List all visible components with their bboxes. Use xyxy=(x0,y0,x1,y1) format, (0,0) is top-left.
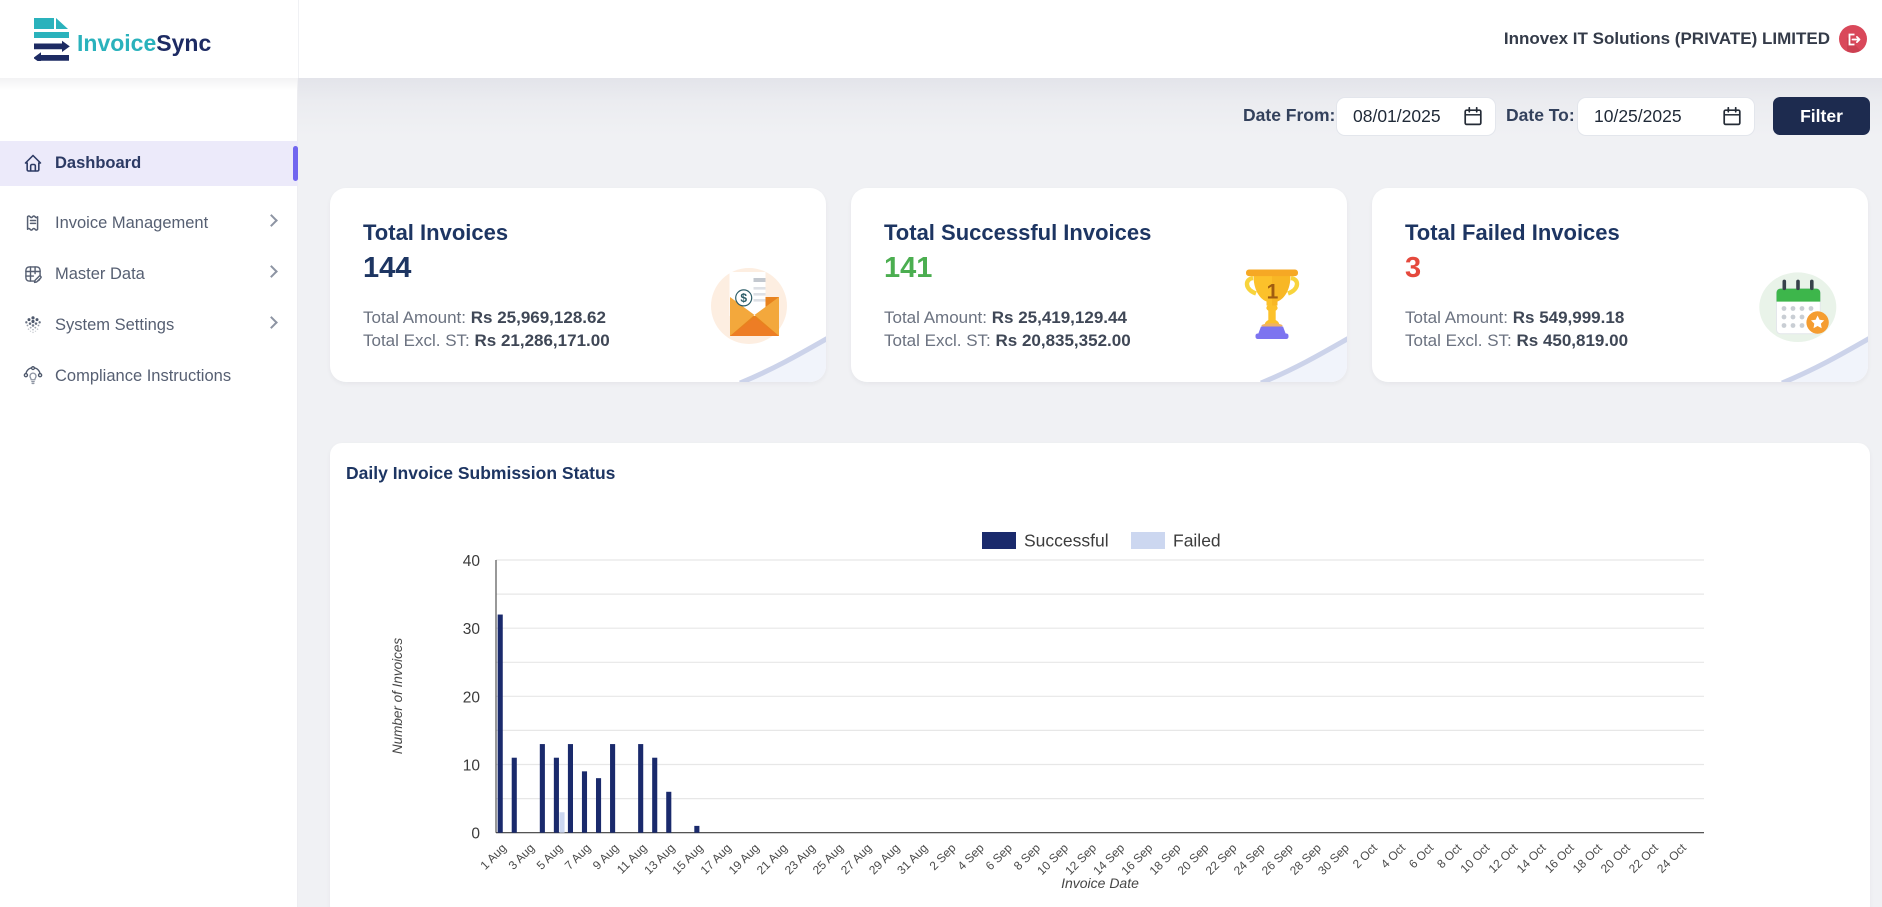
svg-text:21 Aug: 21 Aug xyxy=(754,841,790,877)
svg-text:3 Aug: 3 Aug xyxy=(506,841,538,873)
svg-text:16 Oct: 16 Oct xyxy=(1542,840,1577,875)
svg-text:22 Oct: 22 Oct xyxy=(1626,840,1661,875)
svg-text:4 Oct: 4 Oct xyxy=(1378,840,1409,871)
svg-text:5 Aug: 5 Aug xyxy=(534,841,566,873)
svg-text:24 Oct: 24 Oct xyxy=(1654,840,1689,875)
svg-text:19 Aug: 19 Aug xyxy=(726,841,762,877)
svg-text:20 Oct: 20 Oct xyxy=(1598,840,1633,875)
svg-text:12 Oct: 12 Oct xyxy=(1486,840,1521,875)
svg-text:0: 0 xyxy=(471,826,480,843)
svg-text:13 Aug: 13 Aug xyxy=(641,841,677,877)
svg-text:20: 20 xyxy=(463,689,481,706)
svg-text:17 Aug: 17 Aug xyxy=(698,841,734,877)
svg-text:Number of Invoices: Number of Invoices xyxy=(390,638,405,755)
svg-text:30 Sep: 30 Sep xyxy=(1315,841,1352,878)
svg-text:2 Sep: 2 Sep xyxy=(927,841,959,873)
svg-text:Failed: Failed xyxy=(1173,531,1221,551)
svg-text:4 Sep: 4 Sep xyxy=(955,841,987,873)
svg-text:$: $ xyxy=(740,291,747,305)
svg-text:1: 1 xyxy=(1267,281,1279,304)
svg-text:6 Sep: 6 Sep xyxy=(983,841,1015,873)
svg-text:6 Oct: 6 Oct xyxy=(1406,840,1437,871)
svg-text:30: 30 xyxy=(463,621,481,638)
svg-text:1 Aug: 1 Aug xyxy=(478,841,510,873)
svg-text:InvoiceSync: InvoiceSync xyxy=(77,30,211,56)
svg-text:18 Oct: 18 Oct xyxy=(1570,840,1605,875)
svg-text:40: 40 xyxy=(463,553,481,570)
svg-text:14 Oct: 14 Oct xyxy=(1514,840,1549,875)
svg-text:23 Aug: 23 Aug xyxy=(782,841,818,877)
svg-text:31 Aug: 31 Aug xyxy=(894,841,930,877)
svg-text:27 Aug: 27 Aug xyxy=(838,841,874,877)
svg-text:2 Oct: 2 Oct xyxy=(1350,840,1381,871)
svg-text:15 Aug: 15 Aug xyxy=(669,841,705,877)
svg-text:7 Aug: 7 Aug xyxy=(562,841,594,873)
svg-text:29 Aug: 29 Aug xyxy=(866,841,902,877)
svg-text:10: 10 xyxy=(463,758,481,775)
svg-text:10 Oct: 10 Oct xyxy=(1458,840,1493,875)
svg-text:Invoice Date: Invoice Date xyxy=(1061,875,1139,891)
svg-text:Successful: Successful xyxy=(1024,531,1109,551)
svg-text:25 Aug: 25 Aug xyxy=(810,841,846,877)
